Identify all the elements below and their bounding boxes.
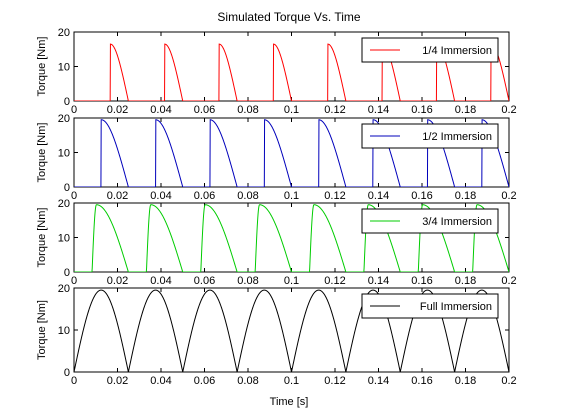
x-tick-label: 0.14 — [368, 275, 389, 287]
x-tick-label: 0.2 — [501, 104, 516, 116]
x-tick-label: 0.12 — [324, 275, 345, 287]
y-tick-label: 20 — [58, 113, 70, 125]
panel-3: 0 0.02 0.04 0.06 0.08 0.1 0.12 0.14 0.16 0.18 0.2 0… — [36, 198, 517, 287]
y-axis-label: Torque [Nm] — [36, 300, 48, 360]
x-tick-label: 0.06 — [194, 375, 215, 387]
y-tick-label: 0 — [64, 367, 70, 379]
x-tick-label: 0.2 — [501, 375, 516, 387]
panel-2: 0 0.02 0.04 0.06 0.08 0.1 0.12 0.14 0.16 0.18 0.2 0… — [36, 113, 517, 202]
x-tick-label: 0 — [71, 104, 77, 116]
x-tick-label: 0.1 — [284, 190, 299, 202]
x-tick-label: 0.06 — [194, 275, 215, 287]
x-tick-label: 0 — [71, 275, 77, 287]
x-tick-label: 0.16 — [411, 275, 432, 287]
x-tick-label: 0.16 — [411, 104, 432, 116]
x-tick-label: 0.12 — [324, 104, 345, 116]
x-tick-label: 0.14 — [368, 190, 389, 202]
chart-title: Simulated Torque Vs. Time — [217, 10, 361, 24]
x-tick-label: 0 — [71, 375, 77, 387]
y-tick-label: 0 — [64, 182, 70, 194]
x-tick-label: 0.04 — [150, 275, 171, 287]
x-tick-label: 0.2 — [501, 190, 516, 202]
x-axis-label: Time [s] — [270, 396, 309, 408]
x-tick-label: 0.16 — [411, 190, 432, 202]
x-tick-label: 0.06 — [194, 104, 215, 116]
panels-group: 0 0.02 0.04 0.06 0.08 0.1 0.12 0.14 0.16 0.18 0.2 0… — [36, 27, 517, 387]
x-tick-label: 0.02 — [107, 275, 128, 287]
legend-label: Full Immersion — [420, 301, 492, 313]
y-axis-label: Torque [Nm] — [36, 37, 48, 97]
legend-label: 1/4 Immersion — [422, 45, 492, 57]
x-tick-label: 0.08 — [237, 275, 258, 287]
x-tick-label: 0.02 — [107, 104, 128, 116]
legend-label: 3/4 Immersion — [422, 216, 492, 228]
x-tick-label: 0.06 — [194, 190, 215, 202]
x-tick-label: 0.18 — [455, 104, 476, 116]
x-tick-label: 0.18 — [455, 190, 476, 202]
x-tick-label: 0.1 — [284, 104, 299, 116]
series-line-1 — [74, 43, 509, 101]
x-tick-label: 0.1 — [284, 275, 299, 287]
x-tick-label: 0.02 — [107, 375, 128, 387]
y-tick-label: 0 — [64, 267, 70, 279]
x-tick-label: 0.04 — [150, 190, 171, 202]
y-tick-label: 20 — [58, 198, 70, 210]
x-tick-label: 0.08 — [237, 375, 258, 387]
x-tick-label: 0.2 — [501, 275, 516, 287]
x-tick-label: 0.18 — [455, 275, 476, 287]
y-tick-label: 10 — [58, 62, 70, 74]
y-axis-label: Torque [Nm] — [36, 123, 48, 183]
x-tick-label: 0.04 — [150, 375, 171, 387]
panel-1: 0 0.02 0.04 0.06 0.08 0.1 0.12 0.14 0.16 0.18 0.2 0… — [36, 27, 517, 116]
x-tick-label: 0.04 — [150, 104, 171, 116]
y-tick-label: 20 — [58, 283, 70, 295]
x-tick-label: 0.14 — [368, 104, 389, 116]
x-tick-label: 0 — [71, 190, 77, 202]
x-tick-label: 0.16 — [411, 375, 432, 387]
x-tick-label: 0.14 — [368, 375, 389, 387]
x-tick-label: 0.08 — [237, 104, 258, 116]
y-tick-label: 20 — [58, 27, 70, 39]
x-tick-label: 0.12 — [324, 190, 345, 202]
y-tick-label: 10 — [58, 325, 70, 337]
y-tick-label: 10 — [58, 148, 70, 160]
x-tick-label: 0.12 — [324, 375, 345, 387]
x-tick-label: 0.02 — [107, 190, 128, 202]
panel-4: 0 0.02 0.04 0.06 0.08 0.1 0.12 0.14 0.16 0.18 0.2 0… — [36, 283, 517, 387]
y-axis-label: Torque [Nm] — [36, 208, 48, 268]
y-tick-label: 10 — [58, 233, 70, 245]
x-tick-label: 0.08 — [237, 190, 258, 202]
x-tick-label: 0.1 — [284, 375, 299, 387]
x-tick-label: 0.18 — [455, 375, 476, 387]
y-tick-label: 0 — [64, 96, 70, 108]
legend-label: 1/2 Immersion — [422, 131, 492, 143]
